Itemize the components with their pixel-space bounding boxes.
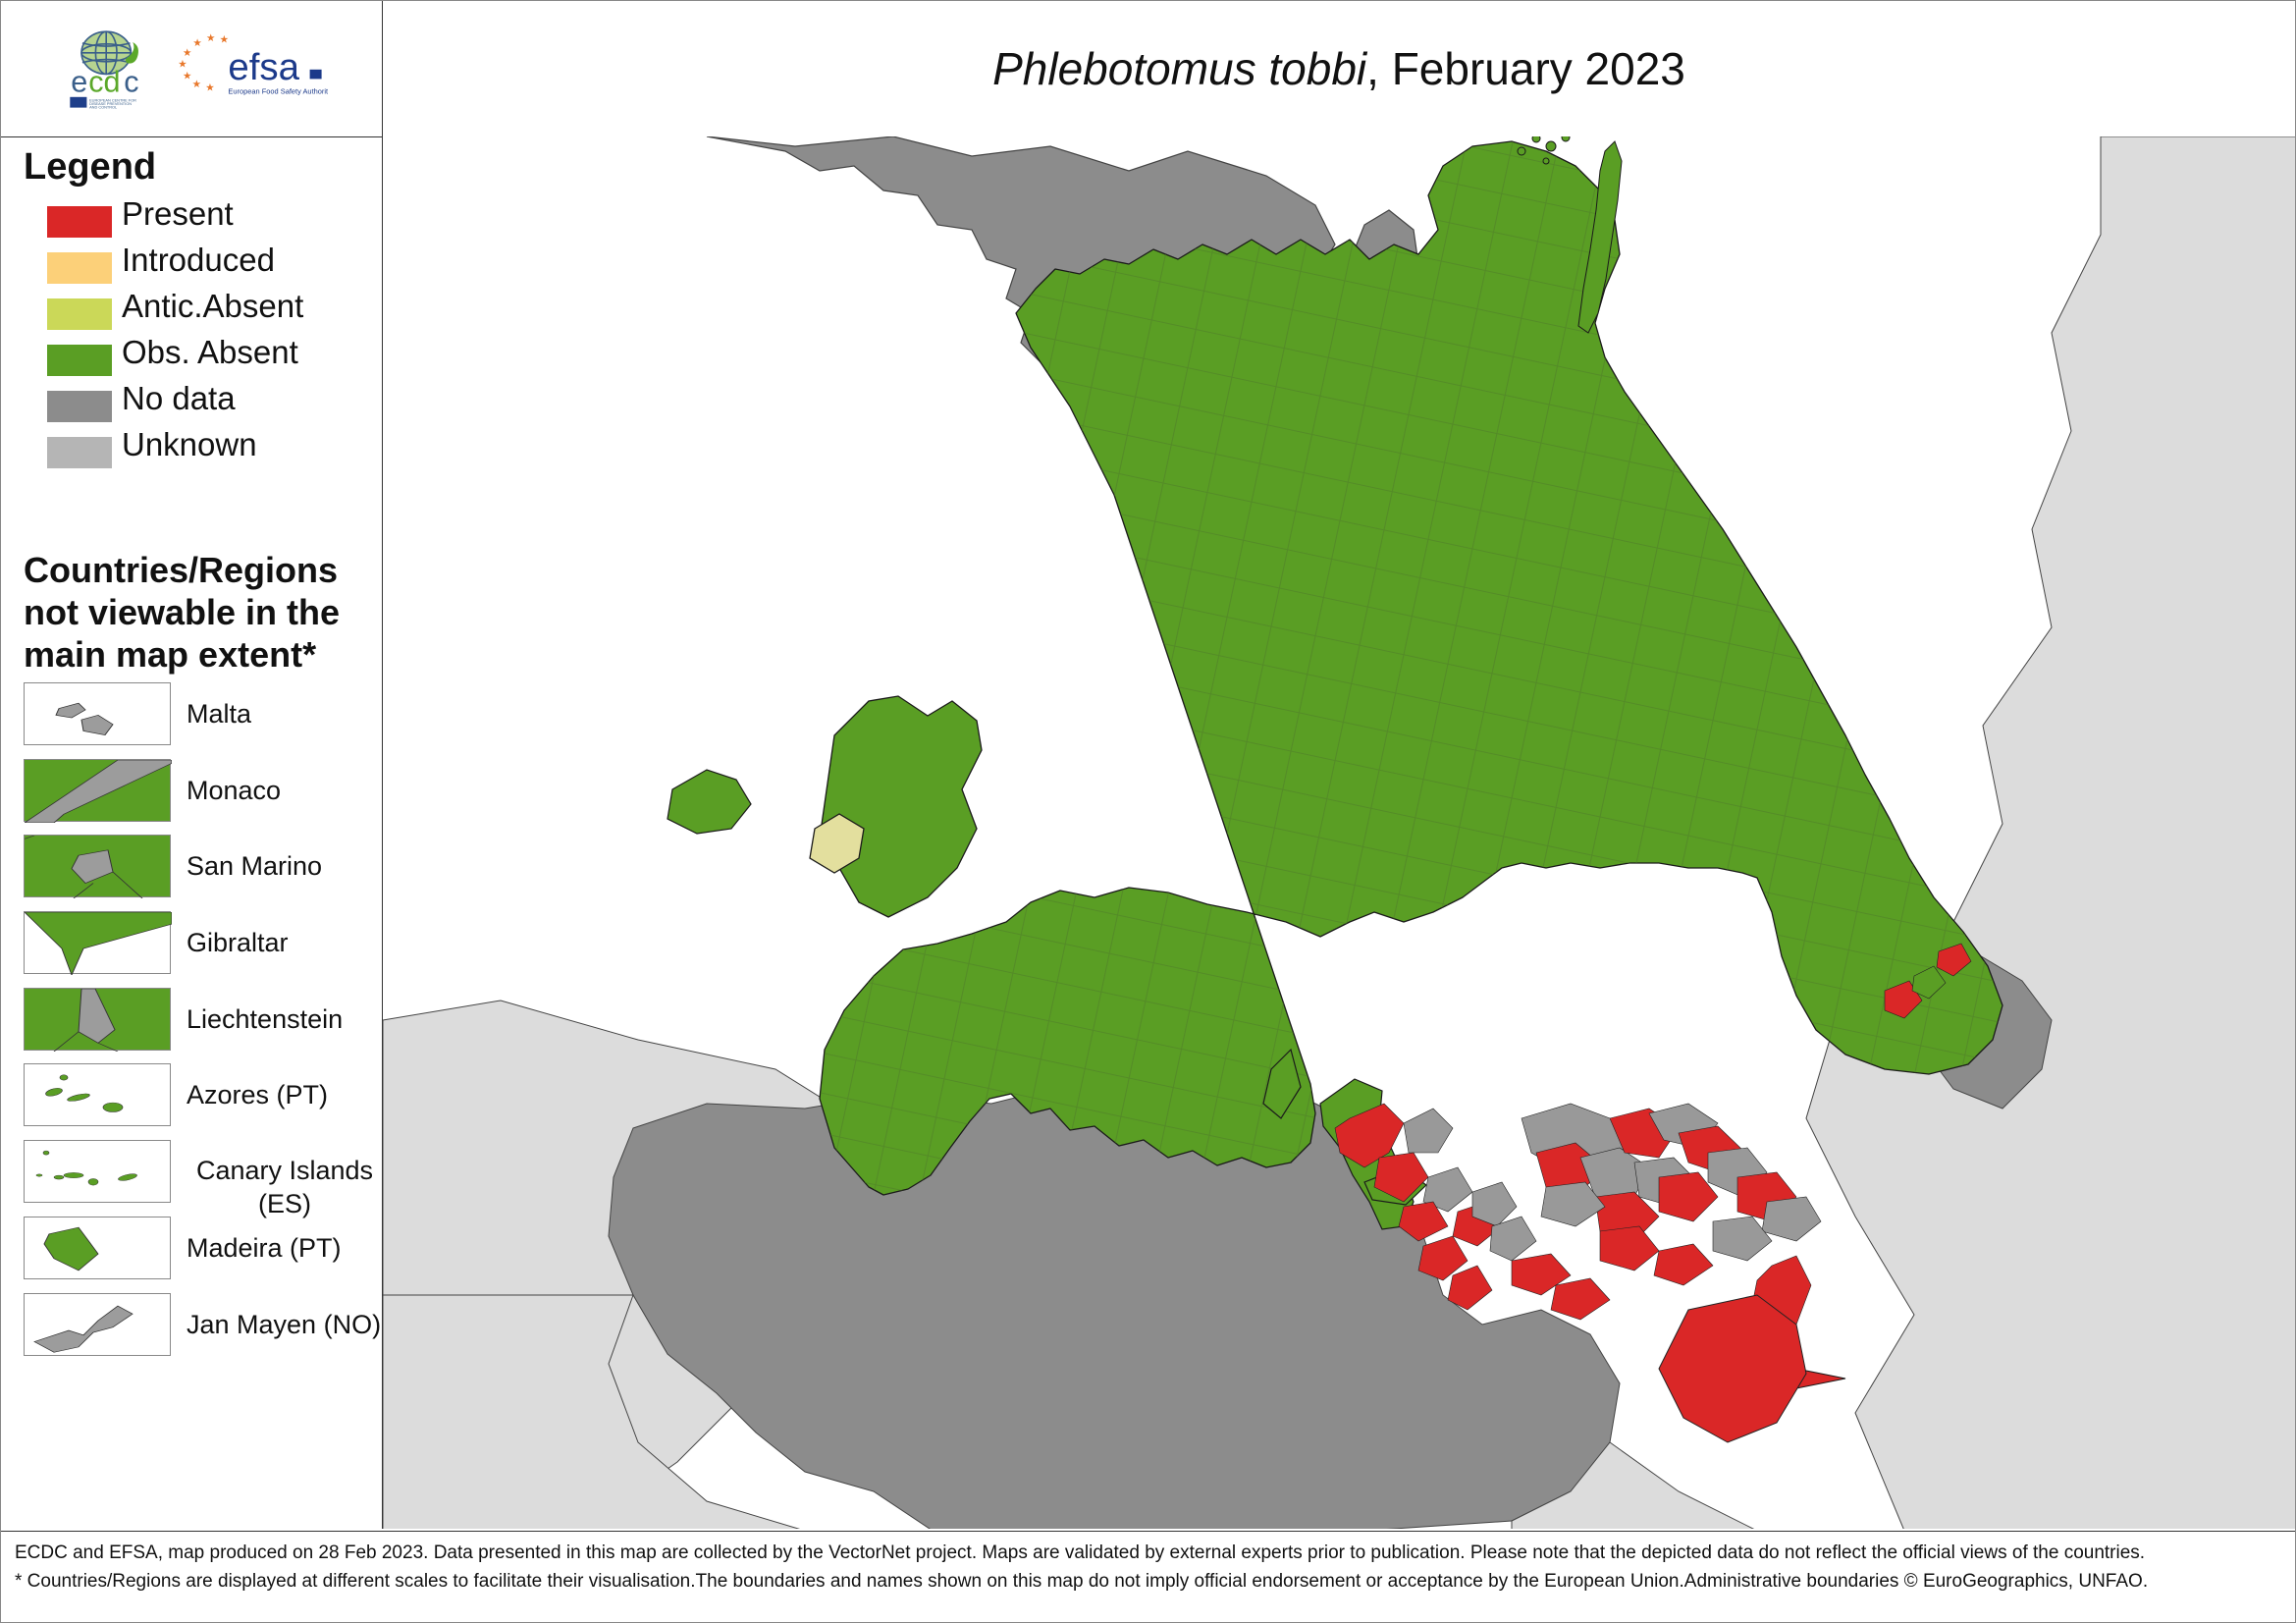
svg-text:★: ★: [192, 80, 201, 90]
svg-text:★: ★: [205, 82, 214, 93]
svg-text:★: ★: [192, 38, 201, 49]
svg-text:★: ★: [183, 48, 191, 59]
svg-text:★: ★: [206, 33, 215, 44]
svg-text:★: ★: [220, 35, 229, 46]
svg-text:European Food Safety Authority: European Food Safety Authority: [228, 87, 328, 96]
svg-text:c: c: [124, 65, 138, 98]
svg-text:e: e: [71, 65, 87, 98]
svg-text:efsa: efsa: [228, 46, 299, 88]
svg-text:★: ★: [178, 59, 187, 70]
svg-text:★: ★: [183, 71, 191, 81]
svg-text:cd: cd: [88, 65, 120, 98]
svg-text:AND CONTROL: AND CONTROL: [89, 105, 118, 110]
